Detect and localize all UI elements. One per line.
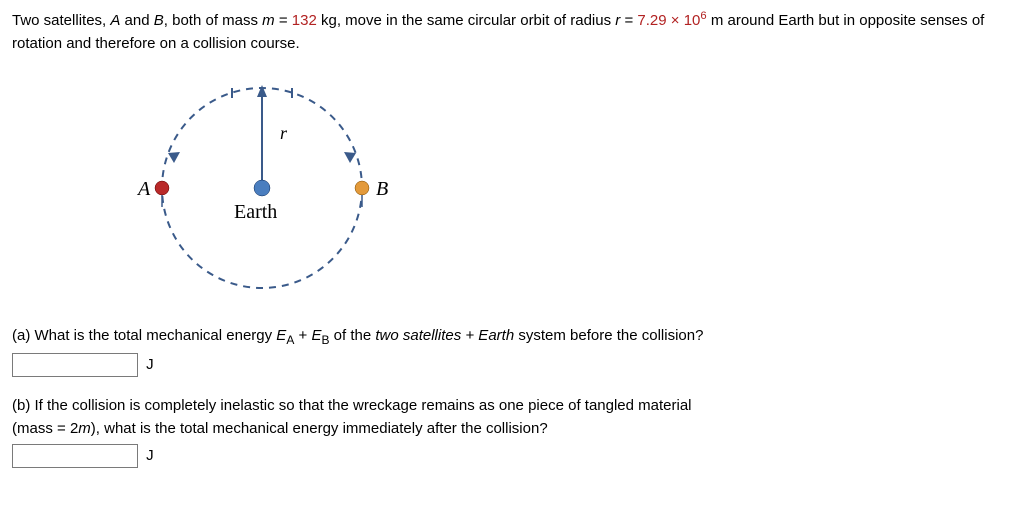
txt: of the [329,327,375,344]
earth-label: Earth [234,201,277,223]
part-b-answer-input[interactable] [12,444,138,468]
part-b: (b) If the collision is completely inela… [12,395,1012,468]
orbit-svg: r A B Earth [102,73,422,303]
satellite-b-sym: B [154,12,164,29]
part-b-answer-row: J [12,444,1012,468]
txt: system before the collision? [514,327,703,344]
txt: + [294,327,311,344]
r-coeff: 7.29 [637,12,666,29]
txt: ), what is the total mechanical energy i… [91,420,548,437]
m-sym: m [262,12,275,29]
txt: kg, move in the same circular orbit of r… [317,12,615,29]
orbit-arrow-b [344,152,356,163]
orbit-arrow-a [168,152,180,163]
txt: = [620,12,637,29]
part-b-unit: J [146,447,154,464]
part-a-question: (a) What is the total mechanical energy … [12,325,1012,349]
txt: (mass = [12,420,70,437]
mass-value: 132 [292,12,317,29]
part-a-unit: J [146,356,154,373]
satellite-a-sym: A [110,12,120,29]
times-sym: × [667,12,684,29]
satellite-a-dot [155,181,169,195]
satellite-b-label: B [376,178,388,200]
part-a-answer-input[interactable] [12,353,138,377]
part-a: (a) What is the total mechanical energy … [12,325,1012,377]
m-sym: m [78,420,91,437]
radius-arrowhead [257,85,267,97]
ea-sym: E [276,327,286,344]
satellite-a-label: A [136,178,151,200]
eb-sym: E [311,327,321,344]
part-a-answer-row: J [12,353,1012,377]
satellite-b-dot [355,181,369,195]
orbit-figure: r A B Earth [102,73,1012,307]
txt: , both of mass [164,12,262,29]
txt: and [120,12,153,29]
system-ital: two satellites + Earth [375,327,514,344]
txt: = [275,12,292,29]
problem-statement: Two satellites, A and B, both of mass m … [12,8,1012,55]
txt: (a) What is the total mechanical energy [12,327,276,344]
earth-dot [254,180,270,196]
part-b-line1: (b) If the collision is completely inela… [12,395,1012,418]
r-base: 10 [684,12,701,29]
two-m: 2m [70,420,91,437]
part-b-line2: (mass = 2m), what is the total mechanica… [12,418,1012,441]
txt: Two satellites, [12,12,110,29]
r-label: r [280,123,288,143]
